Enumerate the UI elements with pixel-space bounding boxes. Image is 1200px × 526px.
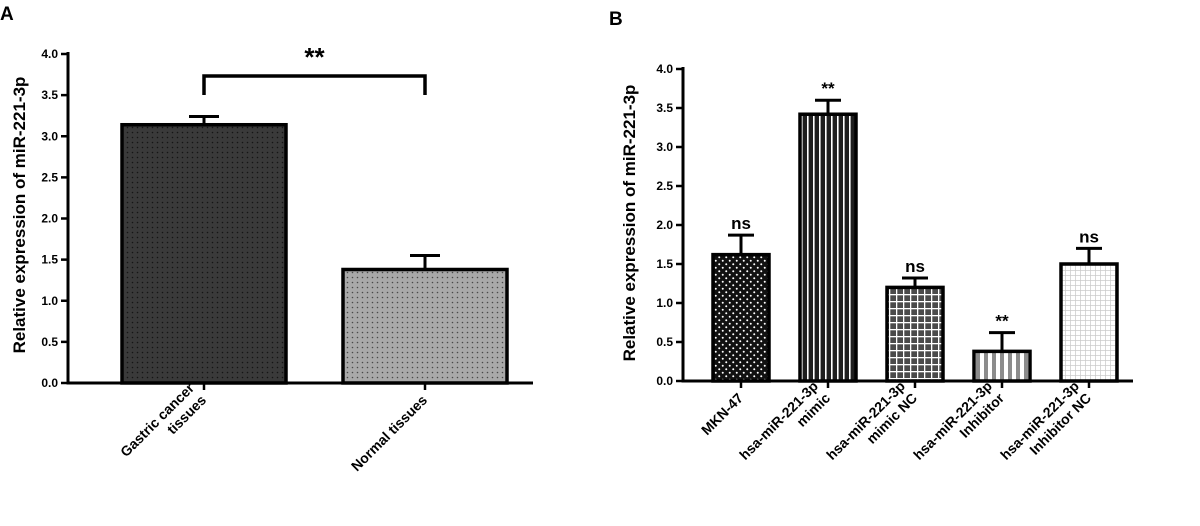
panel-b-y-tick-label: 2.5	[656, 179, 673, 193]
panel-b-y-axis-label: Relative expression of miR-221-3p	[620, 85, 639, 362]
panel-a-y-tick-label: 1.5	[41, 253, 58, 267]
panel-a-y-tick-label: 1.0	[41, 294, 58, 308]
panel-b-y-tick-label: 4.0	[656, 62, 673, 76]
panel-b-bar	[972, 349, 1032, 383]
panel-b-y-tick-label: 2.0	[656, 218, 673, 232]
panel-a-category-label: Normal tissues	[348, 392, 430, 474]
panel-b-y-tick-label: 3.5	[656, 101, 673, 115]
panel-b-category-label: hsa-miR-221-3pmimic NC	[823, 378, 920, 475]
panel-a-category-label: Gastric cancertissues	[117, 379, 210, 472]
panel-b-bar	[1059, 262, 1119, 383]
panel-b-significance-label: **	[995, 312, 1009, 331]
panel-a-y-axis-label: Relative expression of miR-221-3p	[10, 77, 29, 354]
panel-b-y-tick-label: 3.0	[656, 140, 673, 154]
panel-b-significance-label: ns	[731, 214, 751, 233]
panel-a-y-tick-label: 4.0	[41, 47, 58, 61]
panel-a-y-tick-label: 2.5	[41, 170, 58, 184]
panel-b-bar	[885, 285, 945, 383]
panel-a-y-tick-label: 2.0	[41, 212, 58, 226]
panel-b-chart: 0.0 0.5 1.0 1.5 2.0 2.5 3.0 3.5 4.0 ns MKN-47 ** hsa…	[656, 62, 1133, 475]
panel-a-chart: 0.0 0.5 1.0 1.5 2.0 2.5 3.0 3.5 4.0 Gastric cance…	[41, 42, 533, 474]
panel-b-category-label: hsa-miR-221-3pInhibitor NC	[997, 378, 1094, 475]
panel-b-category-label: hsa-miR-221-3pInhibitor	[910, 377, 1007, 474]
panel-b-y-tick-label: 0.0	[656, 374, 673, 388]
panel-a-y-tick-label: 0.0	[41, 376, 58, 390]
panel-b-bar	[711, 252, 771, 383]
panel-b-significance-label: ns	[1079, 227, 1099, 246]
panel-b-category-label-line: MKN-47	[698, 390, 746, 438]
panel-a-bar	[341, 267, 509, 385]
panel-b-significance-label: **	[821, 79, 835, 98]
panel-b-y-tick-label: 0.5	[656, 335, 673, 349]
panel-b-y-tick-label: 1.5	[656, 257, 673, 271]
panel-b-category-label: MKN-47	[698, 390, 746, 438]
panel-b-significance-label: ns	[905, 257, 925, 276]
panel-a-significance-label: **	[304, 42, 325, 72]
panel-b-label: B	[609, 9, 623, 30]
panel-b-y-tick-label: 1.0	[656, 296, 673, 310]
panel-a-label: A	[0, 4, 14, 25]
panel-a-bar	[120, 122, 288, 385]
panel-a-category-label-line: Normal tissues	[348, 392, 430, 474]
panel-b-bar	[798, 112, 858, 383]
panel-b-category-label: hsa-miR-221-3pmimic	[736, 378, 833, 475]
panel-a-y-tick-label: 3.5	[41, 88, 58, 102]
panel-a-y-tick-label: 3.0	[41, 129, 58, 143]
panel-a-y-tick-label: 0.5	[41, 335, 58, 349]
panel-a-significance-bracket	[202, 74, 427, 95]
